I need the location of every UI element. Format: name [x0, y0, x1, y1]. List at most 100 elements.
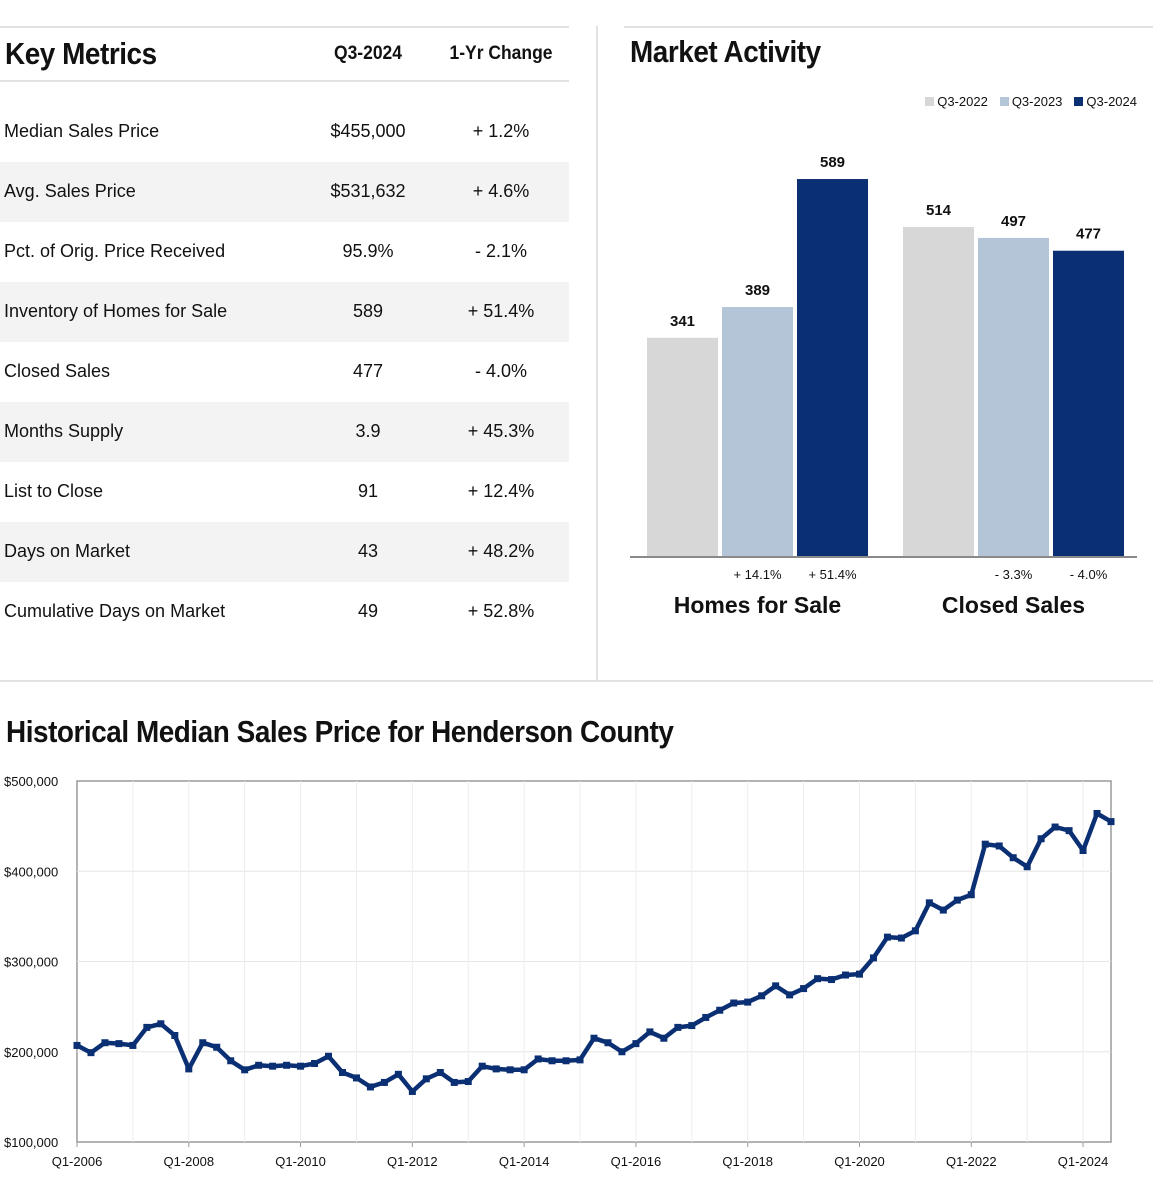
table-row: Days on Market 43 + 48.2%	[0, 522, 569, 582]
y-tick-label: $500,000	[4, 774, 58, 789]
metric-label: Avg. Sales Price	[4, 181, 136, 201]
data-point	[380, 1078, 388, 1086]
data-point	[283, 1061, 291, 1069]
data-point	[995, 842, 1003, 850]
metric-change: + 45.3%	[467, 421, 535, 441]
legend-label: Q3-2023	[1011, 94, 1063, 109]
data-point	[855, 970, 863, 978]
data-point	[562, 1057, 570, 1065]
data-point	[255, 1061, 263, 1069]
data-point	[338, 1069, 346, 1077]
metric-value: 589	[352, 301, 384, 321]
change-column-header: 1-Yr Change	[449, 43, 553, 64]
metric-label: Days on Market	[4, 541, 131, 561]
table-row: List to Close 91 + 12.4%	[0, 462, 569, 522]
data-point	[730, 999, 738, 1007]
data-point	[352, 1074, 360, 1082]
market-activity-title: Market Activity	[630, 34, 821, 69]
legend-item: Q3-2022	[925, 94, 988, 109]
table-row: Median Sales Price $455,000 + 1.2%	[0, 102, 569, 162]
x-tick-label: Q1-2016	[611, 1154, 662, 1169]
data-point	[534, 1055, 542, 1063]
data-point	[1037, 835, 1045, 843]
data-point	[590, 1034, 598, 1042]
y-tick-label: $100,000	[4, 1135, 58, 1150]
metric-change: + 4.6%	[472, 181, 530, 201]
data-point	[492, 1065, 500, 1073]
data-point	[758, 992, 766, 1000]
metric-value: 49	[357, 601, 379, 621]
table-row: Cumulative Days on Market 49 + 52.8%	[0, 582, 569, 642]
table-row: Pct. of Orig. Price Received 95.9% - 2.1%	[0, 222, 569, 282]
data-point	[939, 906, 947, 914]
key-metrics-header: Key Metrics Q3-2024 1-Yr Change	[0, 26, 569, 82]
data-point	[436, 1069, 444, 1077]
metric-label: Closed Sales	[4, 361, 111, 381]
metric-change: + 48.2%	[467, 541, 535, 561]
data-point	[171, 1032, 179, 1040]
vertical-divider	[596, 26, 598, 681]
data-point	[394, 1070, 402, 1078]
bar-q3-2022	[903, 227, 974, 557]
metric-change: + 1.2%	[472, 121, 530, 141]
data-point	[157, 1020, 165, 1028]
bar-change-label: - 4.0%	[1070, 567, 1108, 582]
metric-value: 477	[352, 361, 384, 381]
data-point	[115, 1040, 123, 1048]
x-tick-label: Q1-2014	[499, 1154, 550, 1169]
data-point	[674, 1023, 682, 1031]
x-tick-label: Q1-2018	[722, 1154, 773, 1169]
metric-label: Median Sales Price	[4, 121, 160, 141]
data-point	[981, 840, 989, 848]
data-point	[199, 1039, 207, 1047]
data-point	[688, 1022, 696, 1030]
legend-item: Q3-2023	[999, 94, 1063, 109]
table-row: Avg. Sales Price $531,632 + 4.6%	[0, 162, 569, 222]
data-point	[227, 1057, 235, 1065]
bar-value-label: 514	[926, 202, 952, 219]
data-point	[506, 1066, 514, 1074]
x-tick-label: Q1-2020	[834, 1154, 885, 1169]
data-point	[450, 1078, 458, 1086]
x-tick-label: Q1-2012	[387, 1154, 438, 1169]
category-label: Homes for Sale	[674, 592, 841, 618]
data-point	[87, 1049, 95, 1057]
legend-item: Q3-2024	[1074, 94, 1137, 109]
bar-q3-2023	[978, 237, 1049, 557]
metric-label: Inventory of Homes for Sale	[4, 301, 228, 321]
x-tick-label: Q1-2022	[946, 1154, 997, 1169]
metric-change: + 12.4%	[467, 481, 535, 501]
data-point	[422, 1075, 430, 1083]
legend-swatch	[999, 97, 1009, 106]
data-point	[814, 975, 822, 983]
data-point	[632, 1040, 640, 1048]
data-point	[129, 1041, 137, 1049]
data-point	[716, 1006, 724, 1014]
metric-change: + 51.4%	[467, 301, 535, 321]
market-activity-top-rule	[624, 26, 1153, 28]
data-point	[73, 1041, 81, 1049]
x-tick-label: Q1-2010	[275, 1154, 326, 1169]
data-point	[618, 1048, 626, 1056]
data-point	[660, 1034, 668, 1042]
data-point	[548, 1057, 556, 1065]
bar-q3-2024	[1053, 250, 1124, 556]
data-point	[953, 896, 961, 904]
data-point	[1093, 809, 1101, 817]
y-tick-label: $400,000	[4, 864, 58, 879]
data-point	[1051, 823, 1059, 831]
data-point	[869, 954, 877, 962]
data-point	[325, 1052, 333, 1060]
data-point	[772, 982, 780, 990]
data-point	[925, 899, 933, 907]
metric-value: 43	[357, 541, 379, 561]
metric-label: Cumulative Days on Market	[4, 601, 226, 621]
data-point	[213, 1043, 221, 1051]
metric-label: Pct. of Orig. Price Received	[4, 241, 226, 261]
data-point	[702, 1013, 710, 1021]
metric-change: - 2.1%	[474, 241, 528, 261]
metric-value: 91	[357, 481, 379, 501]
data-point	[1107, 818, 1115, 826]
bar-change-label: + 14.1%	[733, 567, 782, 582]
